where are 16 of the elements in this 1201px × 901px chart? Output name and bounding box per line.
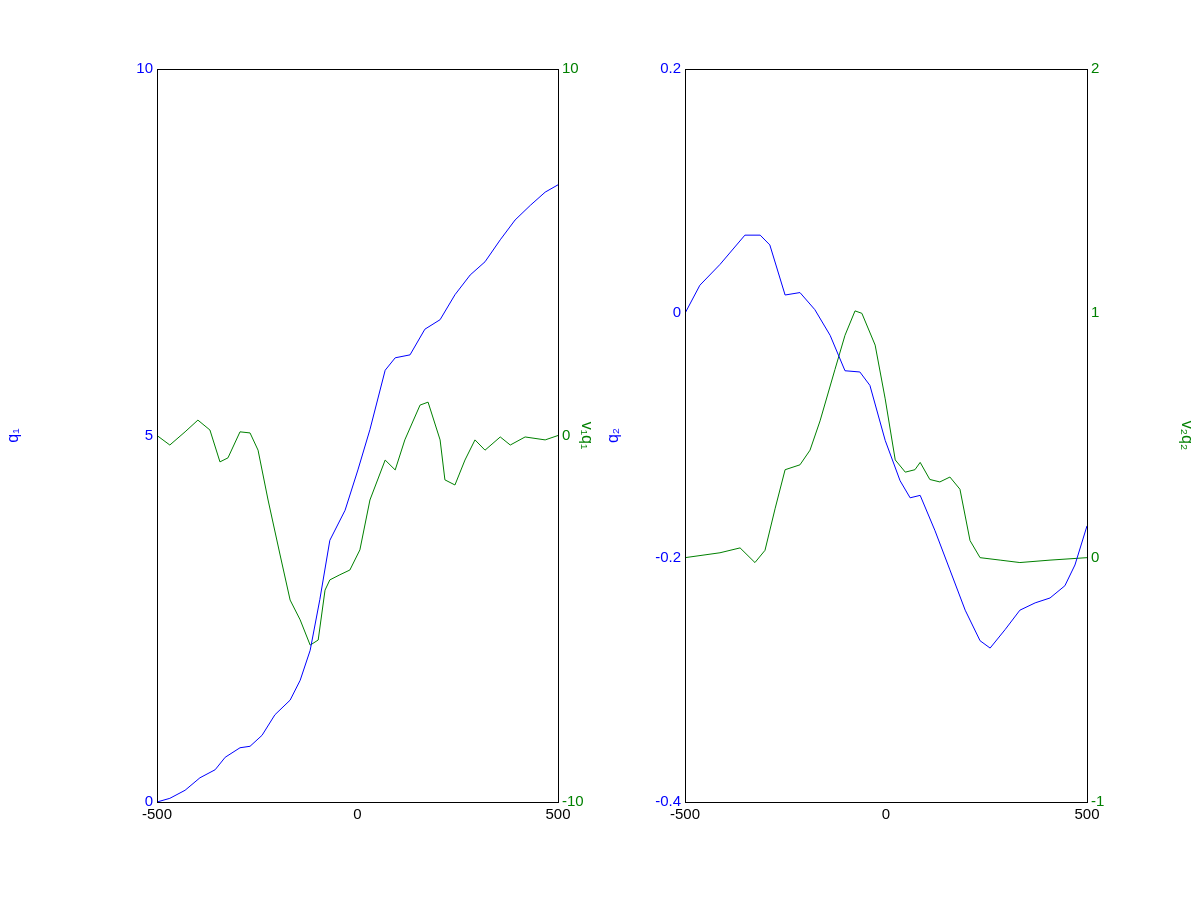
- x-tick-label: 0: [353, 805, 362, 823]
- y2-tick-label: 0: [1091, 547, 1100, 565]
- y-tick-label: 0: [672, 303, 681, 321]
- y-axis-title: q₁: [4, 428, 22, 443]
- y-tick-label: 0.2: [660, 59, 681, 77]
- y2-tick-label: 1: [1091, 303, 1100, 321]
- y2-tick-label: 10: [562, 59, 579, 77]
- x-tick-label: 0: [881, 805, 891, 823]
- y-tick-label: -0.2: [655, 547, 681, 565]
- y2-tick-label: 0: [562, 425, 571, 443]
- y2-axis-title: v₂q₂: [1178, 420, 1196, 451]
- y-axis-title: q₂: [604, 427, 622, 444]
- y2-tick-label: 2: [1091, 59, 1100, 77]
- y-tick-label: 5: [144, 425, 153, 443]
- y-tick-label: 10: [136, 59, 153, 77]
- y2-axis-title: v₁q₁: [578, 421, 596, 450]
